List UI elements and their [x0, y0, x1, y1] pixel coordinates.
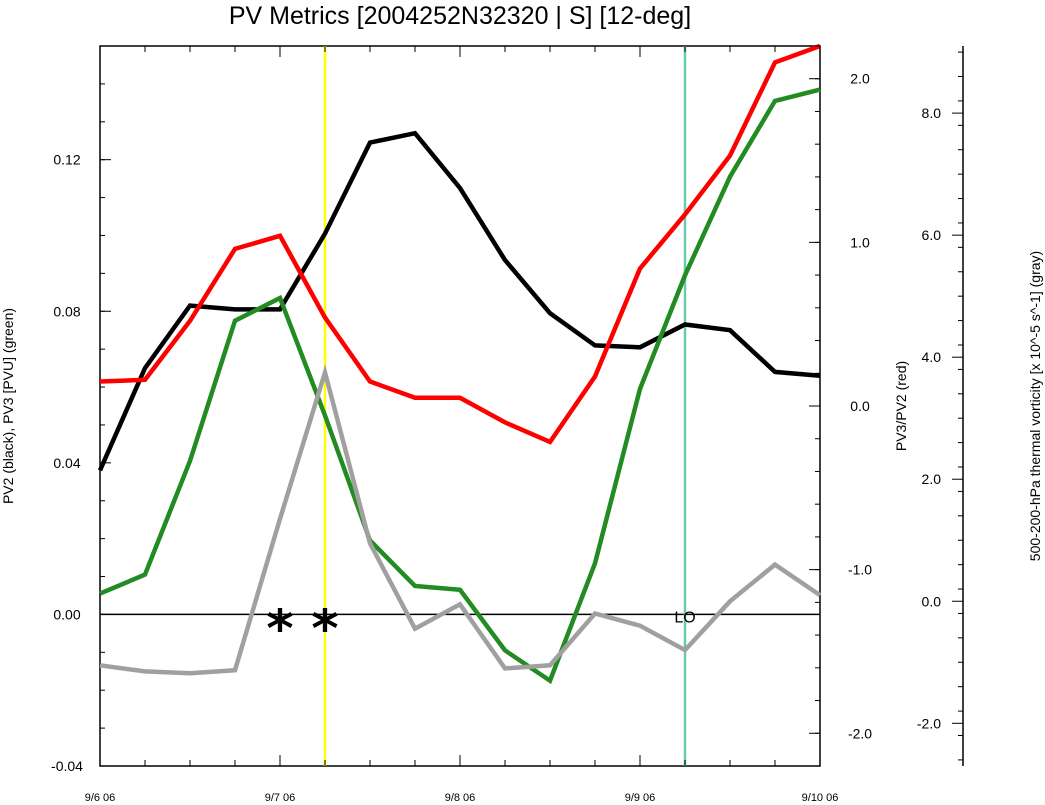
right-axis-label-vorticity: 500-200-hPa thermal vorticity [x 10^-5 s… [1027, 251, 1043, 561]
left-tick-label: 0.04 [53, 455, 80, 471]
right2-tick-label: -2.0 [917, 715, 941, 731]
x-tick-label: 9/6 06 [85, 792, 116, 804]
series-line [99, 43, 821, 445]
x-tick-label: 9/8 06 [445, 792, 476, 804]
x-tick-label: 9/9 06 [625, 792, 656, 804]
left-tick-label: -0.04 [51, 758, 83, 774]
series-lines [97, 43, 822, 685]
left-axis-label: PV2 (black), PV3 [PVU] (green) [0, 308, 16, 504]
right2-tick-label: 2.0 [922, 471, 942, 487]
right2-tick-label: 4.0 [922, 349, 942, 365]
right2-tick-label: 0.0 [922, 593, 942, 609]
series-line [99, 364, 822, 676]
lo-label: LO [674, 609, 695, 626]
right1-tick-label: 0.0 [850, 398, 870, 414]
star-marker: * [311, 599, 338, 659]
right-axis-label-ratio: PV3/PV2 (red) [893, 361, 909, 451]
right1-tick-label: -2.0 [848, 725, 872, 741]
right1-tick-label: 1.0 [850, 234, 870, 250]
series-line [97, 130, 821, 472]
left-tick-label: 0.08 [53, 303, 80, 319]
chart-title: PV Metrics [2004252N32320 | S] [12-deg] [229, 2, 691, 30]
right1-tick-label: -1.0 [848, 562, 872, 578]
right2-tick-label: 6.0 [922, 227, 942, 243]
left-tick-label: 0.00 [53, 606, 80, 622]
series-line [99, 87, 821, 685]
annotations: * * LO [266, 599, 695, 659]
right2-tick-label: 8.0 [922, 105, 942, 121]
right1-tick-label: 2.0 [850, 71, 870, 87]
left-tick-label: 0.12 [53, 152, 80, 168]
star-marker: * [266, 599, 293, 659]
axes: -0.04 0.00 0.04 0.08 0.12 -2.0 -1.0 0.0 1.0 2.0 -2… [51, 45, 964, 804]
x-tick-label: 9/7 06 [265, 792, 296, 804]
event-lines [323, 46, 687, 766]
x-tick-label: 9/10 06 [802, 792, 839, 804]
